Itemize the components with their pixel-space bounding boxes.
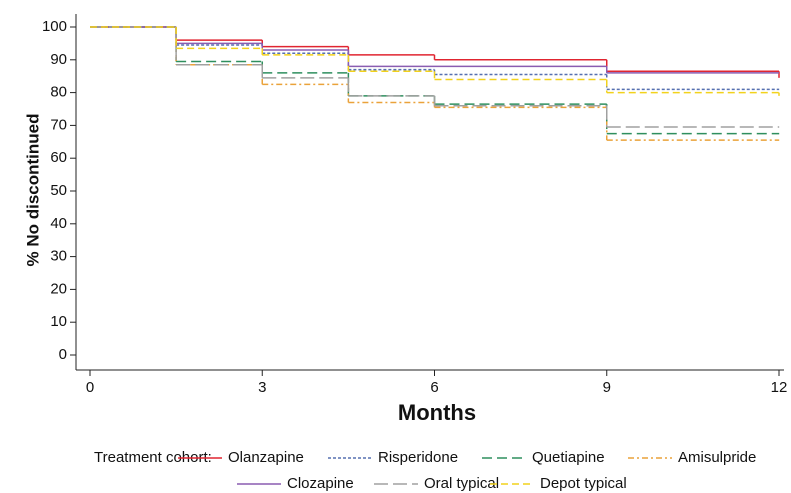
legend-label: Risperidone [378, 449, 458, 466]
y-axis-label: % No discontinued [23, 114, 42, 267]
x-axis-label: Months [398, 400, 476, 425]
legend-label: Amisulpride [678, 449, 756, 466]
legend-title: Treatment cohort: [94, 449, 212, 466]
x-tick-label: 9 [603, 379, 611, 396]
x-tick-label: 3 [258, 379, 266, 396]
legend-label: Olanzapine [228, 449, 304, 466]
legend-label: Clozapine [287, 475, 354, 492]
y-tick-label: 90 [50, 51, 67, 68]
legend-label: Quetiapine [532, 449, 605, 466]
x-tick-label: 12 [771, 379, 788, 396]
legend-label: Depot typical [540, 475, 627, 492]
y-tick-label: 40 [50, 215, 67, 232]
y-tick-label: 10 [50, 313, 67, 330]
y-tick-label: 80 [50, 84, 67, 101]
y-tick-label: 60 [50, 149, 67, 166]
y-tick-label: 100 [42, 18, 67, 35]
legend-label: Oral typical [424, 475, 499, 492]
x-tick-label: 6 [430, 379, 438, 396]
y-tick-label: 0 [59, 346, 67, 363]
y-tick-label: 30 [50, 248, 67, 265]
y-tick-label: 20 [50, 280, 67, 297]
x-tick-label: 0 [86, 379, 94, 396]
y-tick-label: 70 [50, 116, 67, 133]
y-tick-label: 50 [50, 182, 67, 199]
